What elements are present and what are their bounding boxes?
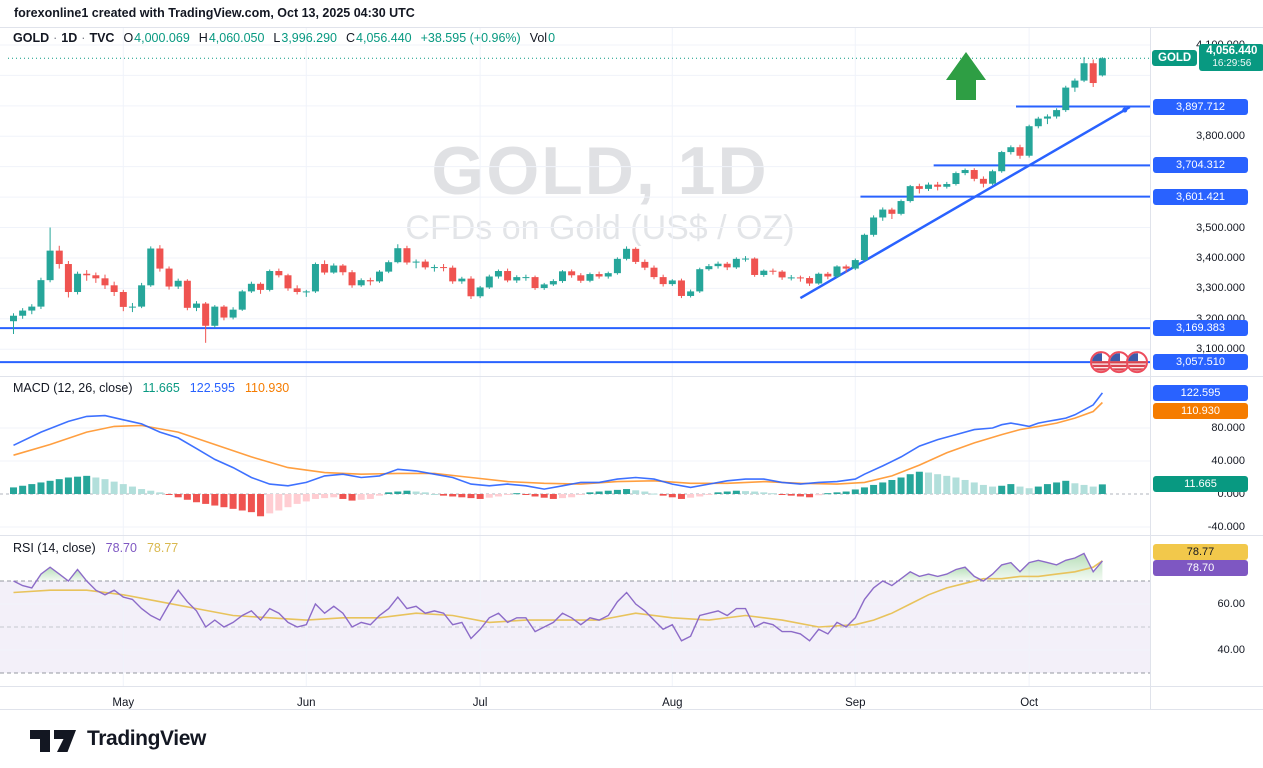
rsi-overbought-fill	[898, 567, 984, 581]
rsi-ma-line	[13, 560, 1103, 628]
last-price-value: 4,056.440	[1206, 45, 1258, 57]
macd-line	[13, 392, 1104, 490]
macd-legend[interactable]: MACD (12, 26, close) 11.665 122.595 110.…	[13, 381, 290, 395]
footer: TradingView	[0, 710, 1263, 768]
legend-change: +38.595 (+0.96%)	[420, 31, 521, 45]
rsi-ma-value: 78.77	[146, 541, 179, 555]
credit-text: forexonline1 created with TradingView.co…	[14, 6, 415, 20]
rsi-line	[13, 552, 1103, 642]
bar-countdown: 16:29:56	[1212, 58, 1252, 69]
legend-close: C 4,056.440	[345, 31, 412, 45]
symbol-legend: GOLD · 1D · TVC O 4,000.069 H 4,060.050 L 3,996…	[13, 31, 555, 45]
trendline-handle[interactable]	[1122, 107, 1128, 113]
last-price-badge: GOLD 4,056.440 16:29:56	[1152, 44, 1263, 71]
legend-volume: Vol 0	[529, 31, 556, 45]
us-flag-stamp-icon[interactable]	[1108, 351, 1130, 374]
tradingview-logo-icon[interactable]	[30, 723, 78, 755]
rsi-value: 78.70	[105, 541, 137, 555]
macd-signal-line	[13, 401, 1103, 485]
candlestick-series	[10, 57, 1106, 343]
symbol-title[interactable]: GOLD · 1D · TVC	[13, 31, 115, 45]
us-flag-stamp-icon[interactable]	[1090, 351, 1112, 374]
trendline-drawing[interactable]	[799, 105, 1131, 300]
legend-high: H 4,060.050	[198, 31, 265, 45]
us-flag-stamp-icon[interactable]	[1126, 351, 1148, 374]
legend-open: O 4,000.069	[123, 31, 190, 45]
macd-line-value: 122.595	[189, 381, 235, 395]
rsi-overbought-fill	[983, 553, 1103, 581]
tradingview-wordmark[interactable]: TradingView	[87, 727, 206, 750]
rsi-legend[interactable]: RSI (14, close) 78.70 78.77	[13, 541, 179, 555]
legend-low: L 3,996.290	[273, 31, 337, 45]
symbol-tag: GOLD	[1152, 49, 1198, 66]
macd-hist-value: 11.665	[142, 381, 180, 395]
macd-signal-value: 110.930	[244, 381, 290, 395]
rsi-overbought-fill	[36, 567, 69, 581]
up-arrow-annotation[interactable]	[946, 52, 986, 100]
price-chart-canvas[interactable]	[0, 0, 1263, 710]
macd-histogram	[10, 471, 1106, 517]
rsi-overbought-fill	[68, 569, 87, 581]
